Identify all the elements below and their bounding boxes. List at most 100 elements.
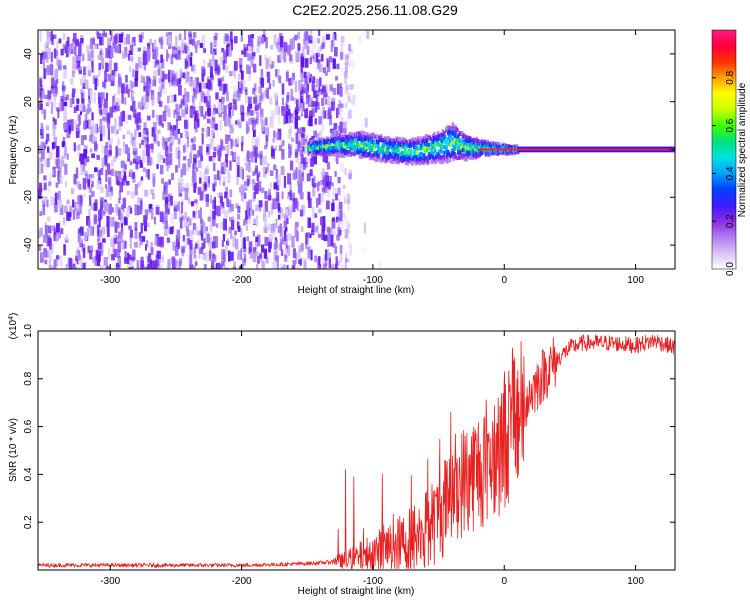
noise-speck: [280, 35, 284, 48]
colorbar-tick-label: 0.2: [725, 214, 736, 228]
noise-speck: [230, 266, 235, 269]
noise-speck: [203, 96, 208, 103]
noise-speck: [246, 112, 250, 117]
noise-speck: [120, 223, 123, 234]
noise-speck: [229, 189, 233, 198]
noise-speck: [293, 198, 298, 209]
noise-speck: [164, 146, 169, 156]
noise-speck: [314, 255, 317, 263]
band-cell: [447, 142, 451, 147]
noise-speck: [187, 158, 191, 168]
noise-speck: [139, 34, 143, 43]
noise-speck: [281, 149, 285, 160]
noise-speck: [47, 216, 51, 222]
y-tick-label: 0.6: [23, 419, 34, 433]
noise-speck: [121, 91, 124, 104]
noise-speck: [328, 175, 332, 185]
noise-speck: [68, 258, 73, 269]
noise-speck: [263, 211, 267, 222]
noise-speck: [331, 182, 334, 187]
noise-speck: [155, 58, 158, 66]
band-cell: [473, 146, 477, 151]
noise-speck: [308, 152, 313, 158]
noise-speck: [133, 148, 138, 159]
noise-speck: [297, 140, 300, 152]
band-cell: [436, 155, 439, 160]
noise-speck: [340, 249, 343, 261]
noise-speck: [268, 211, 271, 218]
noise-speck: [265, 58, 269, 70]
noise-speck: [321, 167, 326, 176]
noise-speck: [205, 165, 210, 175]
noise-speck: [276, 131, 280, 141]
noise-speck: [348, 44, 352, 51]
noise-speck: [269, 234, 273, 240]
noise-speck: [332, 34, 335, 47]
noise-speck: [294, 226, 298, 238]
noise-speck: [63, 67, 67, 79]
noise-speck: [100, 168, 104, 175]
noise-speck: [79, 163, 83, 168]
noise-speck: [250, 110, 254, 116]
noise-speck: [137, 57, 142, 68]
noise-speck: [345, 252, 348, 262]
noise-speck: [255, 215, 259, 227]
band-cell: [470, 139, 473, 144]
noise-speck: [304, 109, 307, 119]
noise-speck: [128, 171, 131, 177]
band-cell: [363, 131, 366, 136]
noise-speck: [144, 266, 148, 269]
noise-speck: [63, 101, 68, 107]
band-cell: [481, 149, 484, 154]
noise-speck: [327, 181, 331, 190]
noise-speck: [263, 155, 267, 165]
noise-speck: [216, 223, 219, 228]
noise-speck: [82, 247, 86, 258]
noise-speck: [300, 72, 303, 80]
noise-speck: [318, 116, 322, 125]
noise-speck: [153, 260, 158, 269]
noise-speck: [146, 50, 151, 62]
noise-speck: [294, 98, 298, 104]
band-cell: [399, 137, 402, 142]
noise-speck: [145, 91, 150, 102]
noise-speck: [78, 104, 83, 112]
noise-speck: [273, 34, 277, 46]
noise-speck: [142, 156, 146, 163]
noise-speck: [336, 155, 339, 165]
noise-speck: [45, 102, 49, 107]
noise-speck: [196, 239, 201, 249]
noise-speck: [56, 223, 60, 233]
noise-speck: [82, 75, 86, 87]
noise-speck: [186, 137, 189, 148]
noise-speck: [137, 125, 141, 130]
noise-speck: [174, 245, 179, 256]
band-cell: [473, 137, 477, 142]
noise-speck: [65, 235, 68, 241]
band-cell: [416, 136, 420, 141]
noise-speck: [295, 51, 299, 63]
noise-speck: [251, 117, 255, 124]
noise-speck: [339, 83, 342, 89]
noise-speck: [106, 215, 110, 227]
band-cell: [333, 140, 337, 144]
noise-speck: [201, 35, 206, 42]
noise-speck: [76, 104, 80, 111]
band-cell: [324, 151, 328, 156]
noise-speck: [58, 221, 62, 229]
noise-speck: [148, 205, 152, 213]
band-cell: [429, 137, 432, 142]
noise-speck: [195, 78, 199, 83]
band-cell: [356, 147, 360, 152]
noise-speck: [170, 213, 174, 225]
noise-speck: [288, 146, 292, 158]
noise-speck: [99, 265, 104, 269]
band-cell: [381, 156, 385, 161]
noise-speck: [249, 252, 253, 259]
band-cell: [452, 157, 455, 162]
noise-speck: [256, 136, 260, 146]
noise-speck: [114, 170, 118, 177]
noise-speck: [108, 203, 112, 215]
band-cell: [445, 140, 448, 145]
noise-speck: [230, 138, 233, 150]
